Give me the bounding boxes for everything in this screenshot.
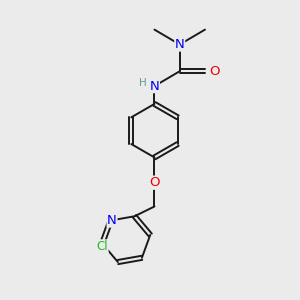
Text: H: H <box>139 77 147 88</box>
Text: N: N <box>107 214 117 227</box>
Text: Cl: Cl <box>96 240 108 253</box>
Text: N: N <box>175 38 184 51</box>
Text: O: O <box>209 65 220 78</box>
Text: N: N <box>150 80 159 93</box>
Text: O: O <box>149 176 160 189</box>
